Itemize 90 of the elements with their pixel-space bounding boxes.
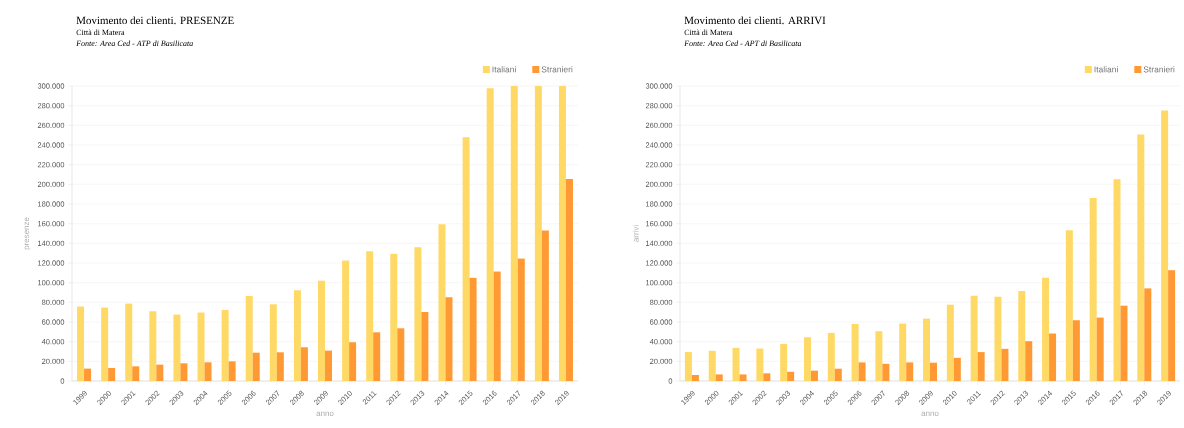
bar bbox=[977, 352, 985, 381]
bar bbox=[763, 373, 771, 381]
bar bbox=[325, 350, 333, 381]
bar bbox=[77, 306, 85, 381]
bar bbox=[946, 304, 954, 381]
bar bbox=[739, 374, 747, 381]
bar bbox=[1168, 270, 1176, 381]
bar bbox=[445, 297, 453, 381]
bar bbox=[787, 371, 795, 381]
bar bbox=[197, 312, 205, 381]
bar bbox=[541, 230, 549, 381]
bar bbox=[421, 311, 429, 381]
bar bbox=[101, 307, 109, 381]
bar bbox=[558, 86, 566, 381]
bar bbox=[180, 363, 188, 381]
bar bbox=[108, 368, 116, 381]
bar bbox=[414, 247, 422, 381]
bar bbox=[390, 253, 398, 381]
bar bbox=[84, 368, 92, 381]
bar bbox=[534, 86, 542, 381]
bar bbox=[276, 352, 284, 381]
bar bbox=[565, 179, 573, 381]
bar bbox=[834, 368, 842, 381]
bar bbox=[300, 347, 308, 381]
bar bbox=[173, 314, 181, 381]
legend-label: Italiani bbox=[1094, 66, 1118, 73]
bar bbox=[691, 375, 699, 381]
bar bbox=[780, 343, 788, 381]
legend-label: Stranieri bbox=[541, 66, 573, 73]
bar bbox=[469, 277, 477, 381]
chart-title: Movimento dei clienti. ARRIVI bbox=[684, 16, 826, 25]
bar bbox=[156, 364, 164, 381]
bar bbox=[366, 251, 374, 381]
bar bbox=[708, 350, 716, 381]
bar bbox=[349, 342, 357, 381]
bar bbox=[953, 357, 961, 381]
bar bbox=[373, 332, 381, 381]
bar bbox=[851, 323, 859, 381]
bar bbox=[221, 309, 229, 381]
bar bbox=[827, 332, 835, 381]
bar bbox=[882, 363, 890, 381]
bar bbox=[486, 88, 494, 381]
bar bbox=[803, 337, 811, 381]
bar bbox=[1072, 320, 1080, 381]
bar bbox=[1120, 305, 1128, 381]
bar bbox=[756, 348, 764, 381]
bar bbox=[1144, 288, 1152, 381]
legend-label: Italiani bbox=[492, 66, 516, 73]
bar bbox=[245, 295, 253, 381]
bar bbox=[1042, 277, 1050, 381]
bar bbox=[204, 362, 212, 381]
bar bbox=[293, 290, 301, 381]
bar bbox=[228, 361, 236, 381]
bar bbox=[923, 318, 931, 381]
chart-title: Movimento dei clienti. PRESENZE bbox=[76, 16, 234, 25]
bar bbox=[510, 86, 518, 381]
bar bbox=[125, 303, 133, 381]
bar bbox=[1065, 230, 1073, 381]
bar bbox=[875, 331, 883, 381]
bar bbox=[132, 366, 140, 381]
bar bbox=[1001, 348, 1009, 381]
bar bbox=[438, 224, 446, 381]
bar bbox=[1049, 333, 1057, 381]
bar bbox=[1096, 317, 1104, 381]
bar bbox=[493, 271, 501, 381]
bar bbox=[715, 374, 723, 381]
bar bbox=[732, 347, 740, 381]
bar bbox=[462, 137, 470, 381]
bar bbox=[517, 258, 525, 381]
bar bbox=[930, 362, 938, 381]
bar bbox=[810, 370, 818, 381]
bar bbox=[906, 362, 914, 381]
bar bbox=[858, 362, 866, 381]
bar bbox=[899, 323, 907, 381]
bar bbox=[1089, 198, 1097, 381]
bar bbox=[252, 352, 260, 381]
bar bbox=[1025, 341, 1033, 381]
bar bbox=[684, 352, 692, 381]
bar bbox=[970, 295, 978, 381]
bar bbox=[269, 304, 277, 381]
legend-label: Stranieri bbox=[1143, 66, 1175, 73]
bar bbox=[1161, 110, 1169, 381]
bar bbox=[1137, 134, 1145, 381]
bar bbox=[994, 296, 1002, 381]
bar bbox=[397, 328, 405, 381]
bar bbox=[149, 311, 157, 381]
bar bbox=[1018, 291, 1026, 381]
bar bbox=[1113, 179, 1121, 381]
bar bbox=[342, 260, 350, 381]
bar bbox=[318, 280, 326, 381]
